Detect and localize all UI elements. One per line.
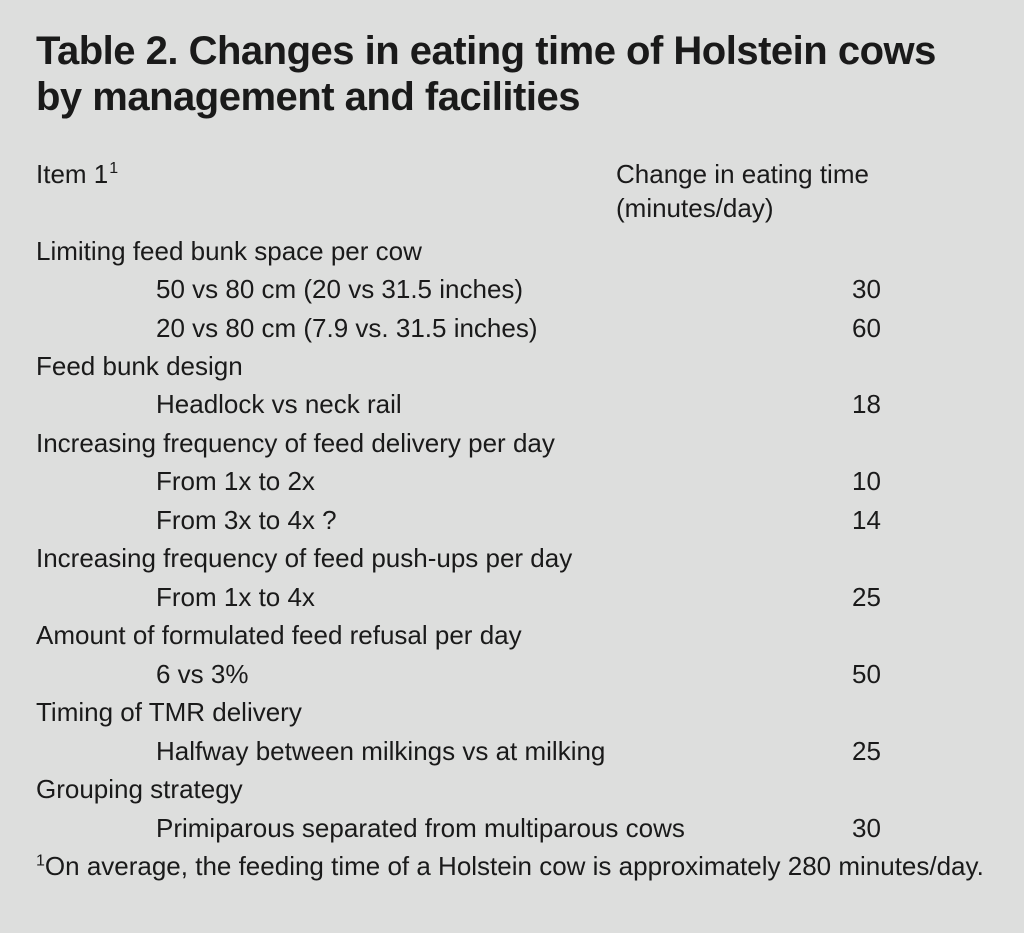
row-value: 30 xyxy=(816,809,988,847)
row-label: Primiparous separated from multiparous c… xyxy=(36,809,816,847)
group-label-text: Amount of formulated feed refusal per da… xyxy=(36,616,916,654)
header-col1-super: 1 xyxy=(109,160,118,177)
table-row: Headlock vs neck rail18 xyxy=(36,385,988,423)
group-label: Increasing frequency of feed delivery pe… xyxy=(36,424,988,462)
group-label: Feed bunk design xyxy=(36,347,988,385)
table-row: From 1x to 2x10 xyxy=(36,462,988,500)
table-header-row: Item 11 Change in eating time (minutes/d… xyxy=(36,158,988,226)
table-row: From 3x to 4x ?14 xyxy=(36,501,988,539)
header-col2: Change in eating time (minutes/day) xyxy=(616,158,988,226)
group-label: Limiting feed bunk space per cow xyxy=(36,232,988,270)
table-footnote: 1On average, the feeding time of a Holst… xyxy=(36,849,988,884)
row-value: 25 xyxy=(816,578,988,616)
row-label: 6 vs 3% xyxy=(36,655,816,693)
table-row: Primiparous separated from multiparous c… xyxy=(36,809,988,847)
group-label-text: Limiting feed bunk space per cow xyxy=(36,232,916,270)
group-label: Grouping strategy xyxy=(36,770,988,808)
group-label-text: Grouping strategy xyxy=(36,770,916,808)
row-label: From 1x to 4x xyxy=(36,578,816,616)
table-row: Halfway between milkings vs at milking25 xyxy=(36,732,988,770)
header-col1: Item 11 xyxy=(36,158,616,226)
group-label-text: Timing of TMR delivery xyxy=(36,693,916,731)
table-title: Table 2. Changes in eating time of Holst… xyxy=(36,28,988,120)
footnote-text: On average, the feeding time of a Holste… xyxy=(45,851,984,881)
group-label: Amount of formulated feed refusal per da… xyxy=(36,616,988,654)
table-body: Limiting feed bunk space per cow50 vs 80… xyxy=(36,232,988,848)
row-label: Headlock vs neck rail xyxy=(36,385,816,423)
row-value: 30 xyxy=(816,270,988,308)
row-label: From 3x to 4x ? xyxy=(36,501,816,539)
row-label: From 1x to 2x xyxy=(36,462,816,500)
row-value: 60 xyxy=(816,309,988,347)
row-value: 18 xyxy=(816,385,988,423)
row-label: 20 vs 80 cm (7.9 vs. 31.5 inches) xyxy=(36,309,816,347)
row-label: 50 vs 80 cm (20 vs 31.5 inches) xyxy=(36,270,816,308)
table-row: 50 vs 80 cm (20 vs 31.5 inches)30 xyxy=(36,270,988,308)
group-label-text: Increasing frequency of feed delivery pe… xyxy=(36,424,916,462)
row-label: Halfway between milkings vs at milking xyxy=(36,732,816,770)
table-row: From 1x to 4x 25 xyxy=(36,578,988,616)
group-label: Increasing frequency of feed push-ups pe… xyxy=(36,539,988,577)
row-value: 10 xyxy=(816,462,988,500)
group-label-text: Feed bunk design xyxy=(36,347,916,385)
group-label: Timing of TMR delivery xyxy=(36,693,988,731)
row-value: 14 xyxy=(816,501,988,539)
row-value: 50 xyxy=(816,655,988,693)
group-label-text: Increasing frequency of feed push-ups pe… xyxy=(36,539,916,577)
footnote-super: 1 xyxy=(36,852,45,869)
header-col1-text: Item 1 xyxy=(36,159,108,189)
table-row: 20 vs 80 cm (7.9 vs. 31.5 inches)60 xyxy=(36,309,988,347)
row-value: 25 xyxy=(816,732,988,770)
table-row: 6 vs 3%50 xyxy=(36,655,988,693)
